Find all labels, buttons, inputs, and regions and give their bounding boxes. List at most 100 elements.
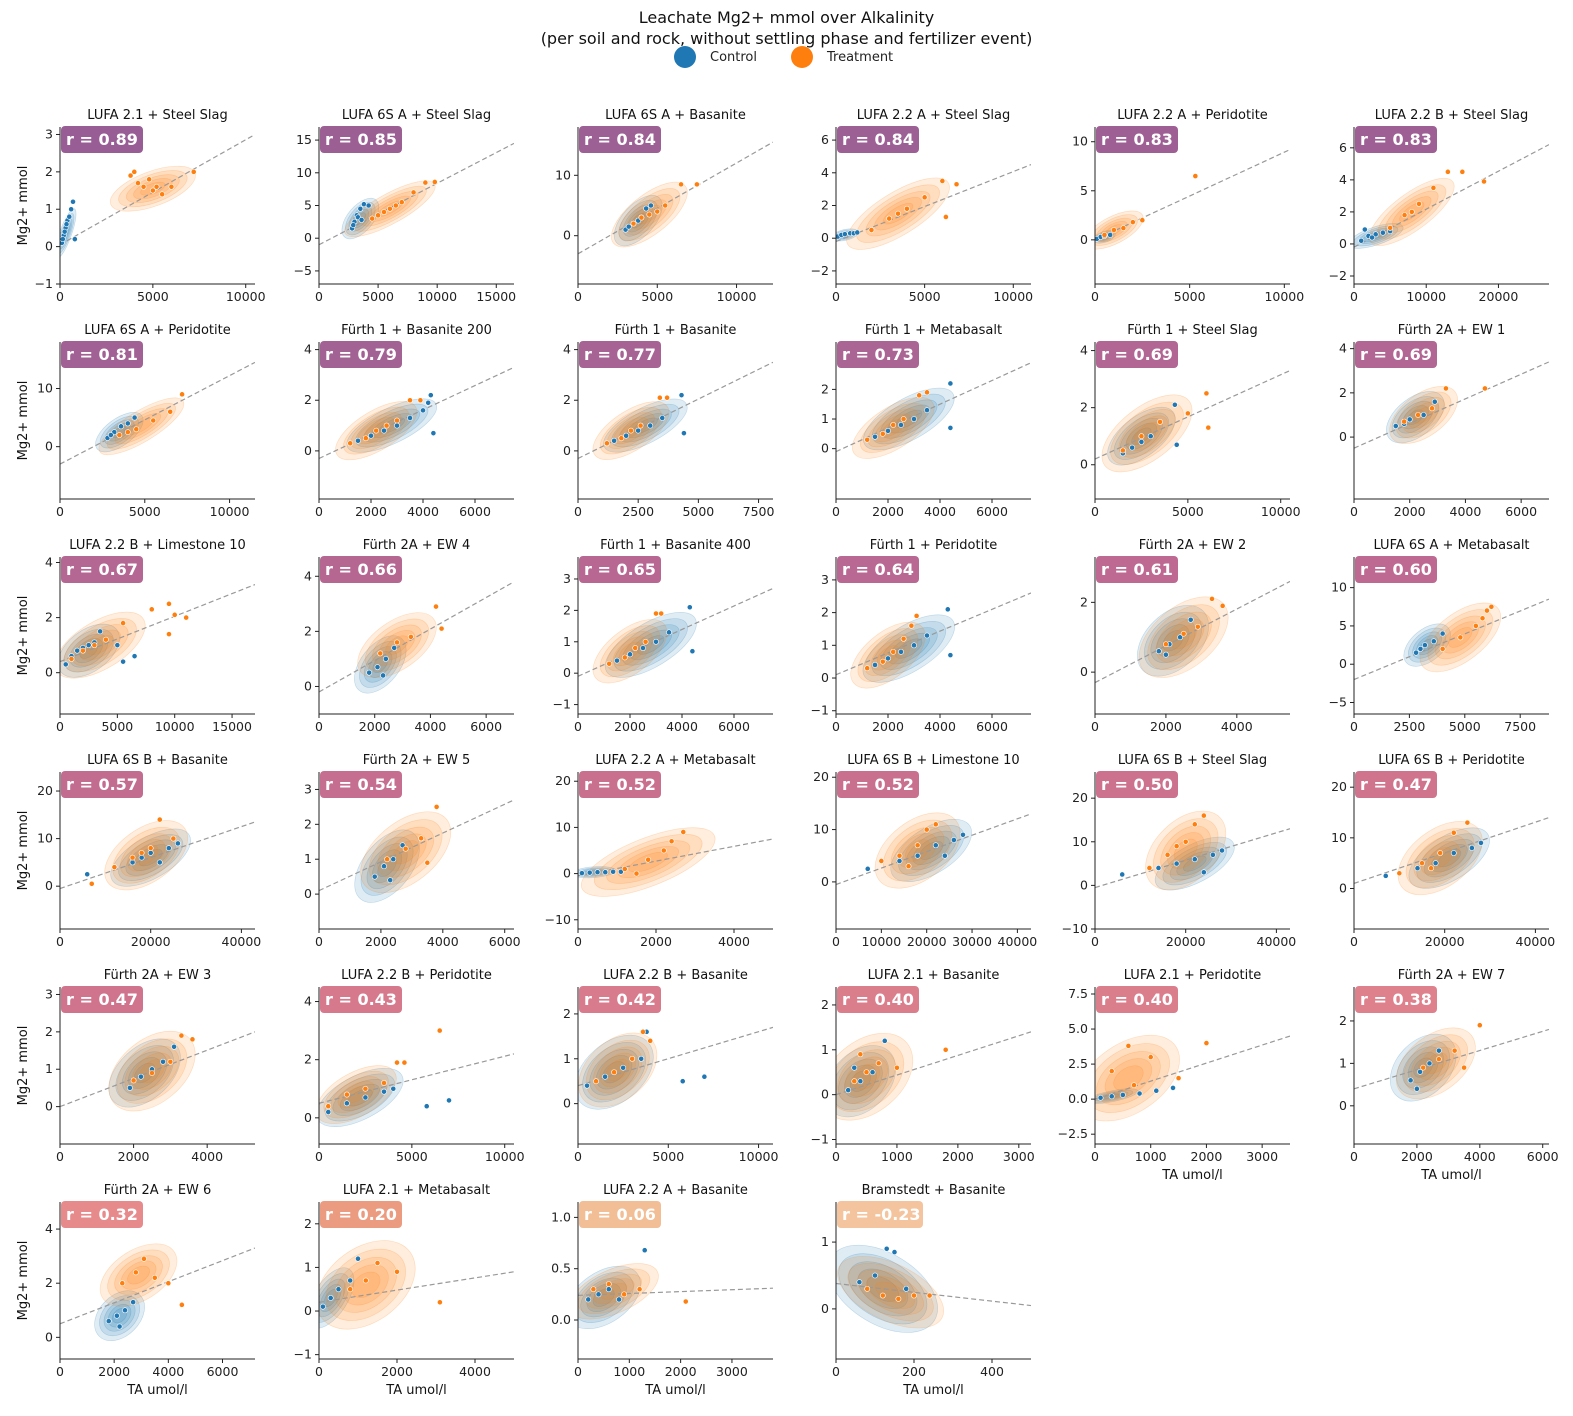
control-point [1369,234,1375,241]
density-contour-control [604,612,697,678]
density-contour-treatment [578,1263,659,1320]
control-point [638,1055,645,1062]
density-contour-treatment [837,1256,944,1329]
x-tick-label: 10000 [993,289,1033,304]
control-point [131,653,138,660]
plot-area [1095,1034,1290,1122]
y-tick-label: 0 [821,441,829,456]
x-tick-label: 2000 [1150,719,1182,734]
treatment-point [168,183,175,190]
density-contour-treatment [897,833,938,868]
x-tick-label: 40000 [1516,934,1556,949]
control-point [947,425,954,431]
legend-marker-control [674,46,696,68]
control-point [595,1291,602,1298]
correlation-label: r = 0.73 [842,345,914,364]
x-axis-label: TA umol/l [385,1383,446,1398]
plot-area [60,1243,255,1341]
control-point [430,430,437,437]
control-point [883,1245,890,1252]
treatment-point [80,647,86,654]
panel-title: LUFA 2.2 A + Basanite [603,1183,748,1198]
x-tick-label: 2000 [365,934,397,949]
control-point [371,873,378,880]
x-tick-label: 6000 [718,719,750,734]
treatment-point [1157,419,1163,425]
control-point [611,437,618,444]
y-tick-label: −2 [1329,268,1347,283]
density-contour-control [863,387,955,451]
regression-line [60,133,255,246]
control-point [423,1103,430,1110]
panel-title: LUFA 6S A + Peridotite [84,323,230,338]
density-contour-treatment [1153,818,1219,883]
x-tick-label: 0 [56,1149,64,1164]
control-point [66,213,73,220]
treatment-point [1111,227,1117,233]
y-tick-label: 1 [821,411,829,426]
control-point [681,430,687,437]
treatment-point [1194,623,1201,630]
treatment-point [900,416,907,422]
x-tick-label: 15000 [476,289,516,304]
correlation-label: r = 0.84 [842,130,914,149]
facet-panel: 0 20000 40000 0 10 20 LUFA 6S B + Peridotite r … [1331,753,1555,949]
treatment-point [362,1085,369,1092]
x-tick-label: 5000 [1449,719,1481,734]
control-point [368,432,374,439]
treatment-point [165,1280,172,1287]
y-tick-label: −10 [1062,921,1088,936]
treatment-point [1120,225,1127,231]
y-tick-label: 4 [304,342,312,357]
x-tick-label: 0 [1350,289,1358,304]
x-tick-label: 2000 [1191,1149,1223,1164]
figure-title-line-1: Leachate Mg2+ mmol over Alkalinity [638,8,935,27]
control-point [851,1064,858,1071]
treatment-point [864,1285,871,1292]
control-point [1372,231,1379,238]
x-tick-label: 0 [1091,1149,1099,1164]
control-point [643,205,650,212]
treatment-point [879,658,886,665]
treatment-point [879,1292,886,1299]
plot-area [1354,144,1549,249]
treatment-point [642,638,649,645]
control-point [872,433,878,440]
y-tick-label: 0 [45,665,53,680]
regression-line [578,141,773,255]
y-tick-label: 4 [821,165,829,180]
control-point [381,1088,387,1095]
control-point [355,437,361,444]
treatment-point [1139,217,1146,224]
x-tick-label: 0 [832,1364,840,1379]
y-tick-label: 0 [563,228,571,243]
treatment-point [1415,412,1421,418]
control-point [944,606,951,613]
control-point [138,854,145,861]
correlation-label: r = 0.47 [1360,775,1432,794]
y-tick-label: 0 [45,239,53,254]
x-tick-label: 5000 [129,504,161,519]
regression-line [836,1031,1031,1096]
plot-area [578,587,773,684]
density-contour-control [578,1271,634,1323]
treatment-point [1488,603,1495,610]
x-tick-label: 0 [574,934,582,949]
y-tick-label: 0.0 [1068,1091,1088,1106]
treatment-point [1219,602,1226,609]
x-tick-label: 4000 [415,719,447,734]
y-tick-label: −1 [553,697,571,712]
treatment-point [135,180,141,186]
correlation-badge [61,556,143,583]
density-contour-treatment [99,1243,178,1307]
control-point [640,645,646,651]
density-contour-treatment [112,826,180,884]
x-tick-label: 5000 [101,719,133,734]
panel-title: LUFA 2.1 + Steel Slag [87,108,227,123]
control-point [1414,865,1421,872]
control-point [1119,871,1126,878]
y-tick-label: 4 [304,994,312,1009]
density-contour-control [912,835,950,866]
density-contour-control [857,1268,909,1310]
